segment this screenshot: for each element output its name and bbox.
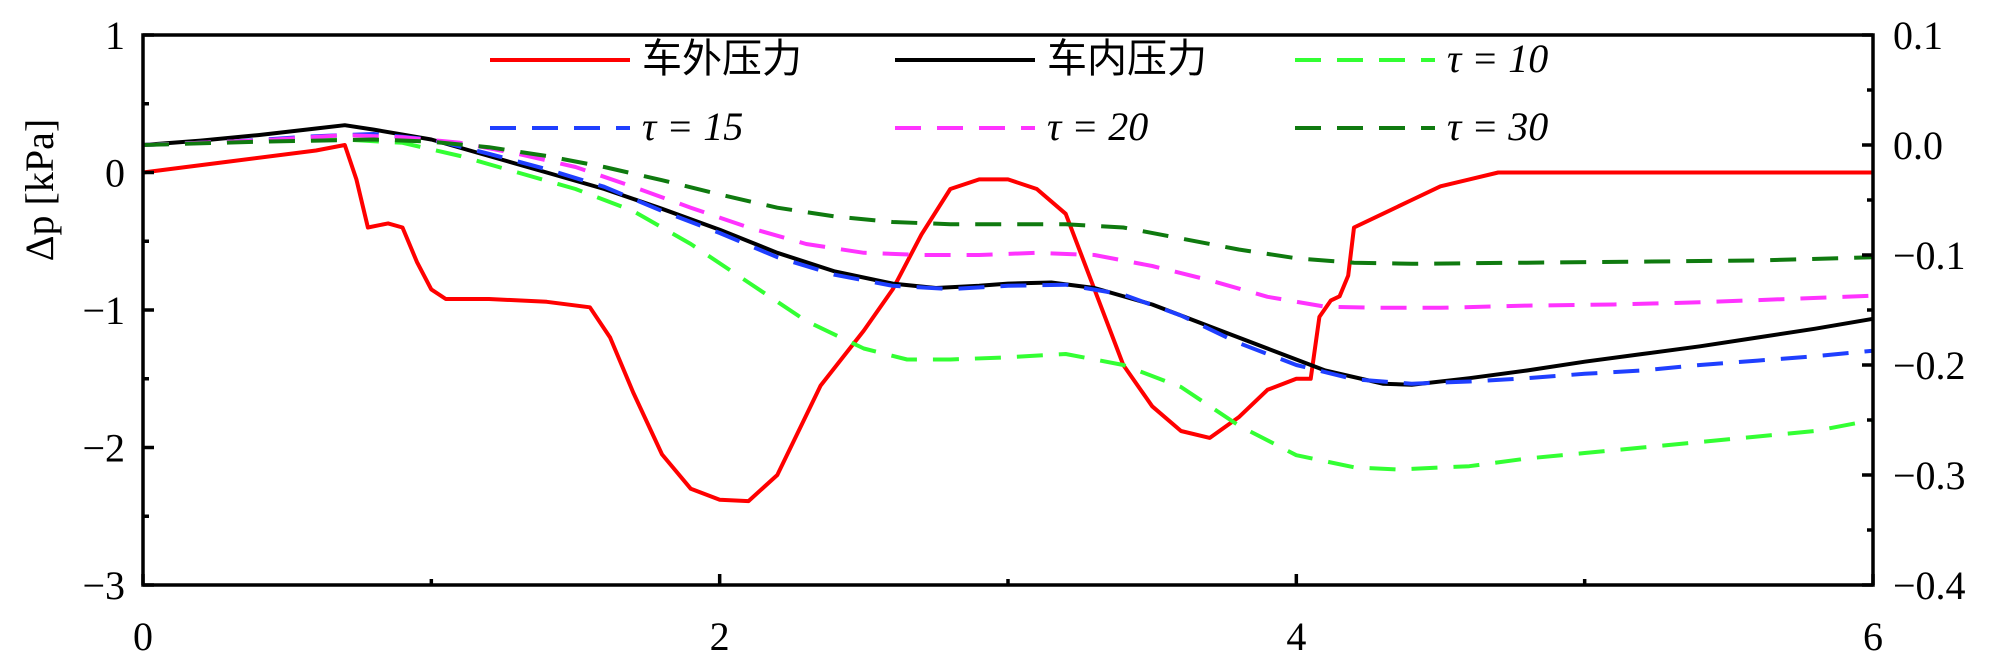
series-line-6 <box>142 137 1874 266</box>
x-tick-label: 6 <box>1863 614 1883 659</box>
series-line-2 <box>142 123 1874 387</box>
series-line-3 <box>142 137 1874 472</box>
legend-label-5: τ = 20 <box>1047 104 1148 149</box>
y-right-tick-label: 0.1 <box>1893 13 1943 58</box>
ticks-layer <box>141 33 1875 587</box>
y-right-tick-label: −0.4 <box>1893 563 1966 608</box>
legend-label-4: τ = 15 <box>642 104 743 149</box>
x-tick-label: 4 <box>1286 614 1306 659</box>
y-left-tick-label: −3 <box>82 563 125 608</box>
legend-label-2: 车内压力 <box>1047 36 1207 81</box>
series-line-4 <box>142 132 1874 386</box>
y-left-tick-label: −1 <box>82 288 125 333</box>
y-left-tick-label: 0 <box>105 151 125 196</box>
y-right-tick-label: −0.2 <box>1893 343 1966 388</box>
x-tick-label: 0 <box>133 614 153 659</box>
labels-layer: 0 2 4 6 1 0 −1 −2 −3 0.1 0.0 −0.1 −0.2 −0.3 −0.4 <box>82 13 1965 659</box>
series-layer <box>142 123 1874 504</box>
series-line-1 <box>142 143 1873 504</box>
x-tick-label: 2 <box>710 614 730 659</box>
y-right-tick-label: −0.1 <box>1893 233 1966 278</box>
y-right-tick-label: −0.3 <box>1893 453 1966 498</box>
legend: 车外压力 车内压力 τ = 10 τ = 15 τ = 20 τ = 30 <box>490 36 1548 149</box>
y-right-tick-label: 0.0 <box>1893 123 1943 168</box>
legend-label-3: τ = 10 <box>1447 36 1548 81</box>
legend-label-6: τ = 30 <box>1447 104 1548 149</box>
y-axis-label: Δp [kPa] <box>17 119 62 261</box>
legend-label-1: 车外压力 <box>642 36 802 81</box>
y-left-tick-label: 1 <box>105 13 125 58</box>
plot-frame <box>141 33 1875 587</box>
y-left-tick-label: −2 <box>82 426 125 471</box>
